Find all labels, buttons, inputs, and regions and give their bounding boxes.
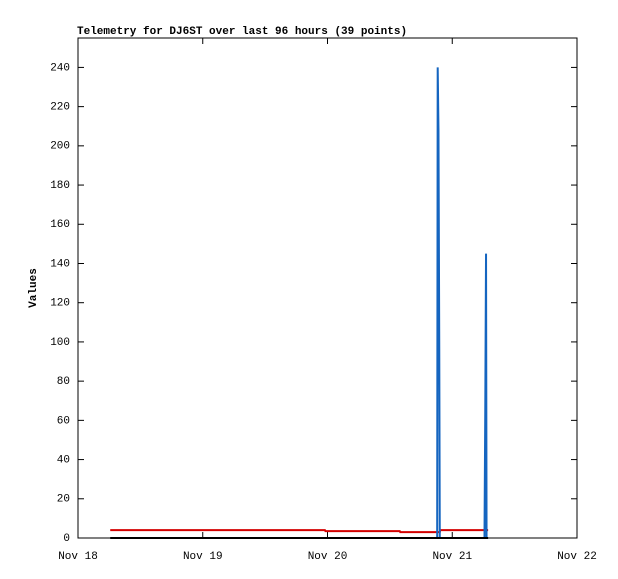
- x-tick-label: Nov 22: [557, 551, 597, 563]
- x-tick-label: Nov 21: [432, 551, 472, 563]
- x-tick-label: Nov 19: [183, 551, 223, 563]
- series-line: [110, 529, 489, 534]
- y-tick-label: 60: [57, 415, 70, 427]
- plot-frame: [77, 37, 578, 539]
- x-tick-label: Nov 18: [58, 551, 98, 563]
- y-tick-label: 140: [50, 258, 70, 270]
- y-tick-label: 80: [57, 376, 70, 388]
- y-axis-label: Values: [28, 268, 40, 308]
- y-tick-label: 160: [50, 219, 70, 231]
- y-tick-label: 200: [50, 141, 70, 153]
- y-tick-label: 240: [50, 62, 70, 74]
- chart-title: Telemetry for DJ6ST over last 96 hours (…: [77, 26, 407, 38]
- y-tick-label: 220: [50, 102, 70, 114]
- y-tick-label: 180: [50, 180, 70, 192]
- x-tick-label: Nov 20: [308, 551, 348, 563]
- y-tick-label: 0: [63, 533, 70, 545]
- y-tick-label: 20: [57, 494, 70, 506]
- y-tick-label: 100: [50, 337, 70, 349]
- series-line: [436, 67, 488, 539]
- y-tick-label: 120: [50, 298, 70, 310]
- y-tick-label: 40: [57, 454, 70, 466]
